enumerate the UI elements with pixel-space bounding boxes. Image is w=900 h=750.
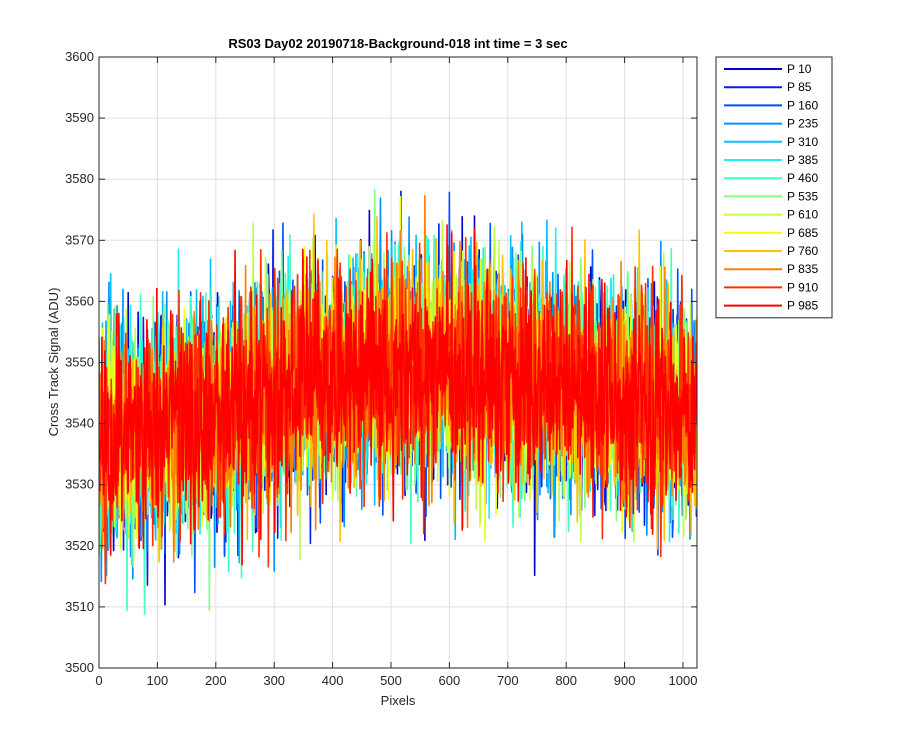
y-tick-label: 3560 bbox=[65, 293, 94, 308]
legend: P 10 P 85 P 160 P 235 P 310 P 385 P 460 P 535 P … bbox=[715, 56, 833, 319]
y-tick-label: 3520 bbox=[65, 538, 94, 553]
legend-label: P 985 bbox=[787, 299, 818, 313]
series-group bbox=[99, 188, 697, 616]
legend-label: P 85 bbox=[787, 80, 812, 94]
y-tick-label: 3510 bbox=[65, 599, 94, 614]
chart-title: RS03 Day02 20190718-Background-018 int t… bbox=[228, 36, 567, 51]
y-tick-label: 3540 bbox=[65, 416, 94, 431]
legend-label: P 760 bbox=[787, 244, 818, 258]
legend-label: P 610 bbox=[787, 208, 818, 222]
legend-label: P 685 bbox=[787, 226, 818, 240]
legend-label: P 460 bbox=[787, 171, 818, 185]
x-tick-label: 800 bbox=[555, 673, 577, 688]
legend-label: P 160 bbox=[787, 98, 818, 112]
y-tick-label: 3600 bbox=[65, 49, 94, 64]
legend-label: P 535 bbox=[787, 189, 818, 203]
x-tick-label: 700 bbox=[497, 673, 519, 688]
legend-label: P 910 bbox=[787, 280, 818, 294]
legend-box bbox=[715, 56, 833, 319]
y-tick-label: 3530 bbox=[65, 477, 94, 492]
legend-label: P 385 bbox=[787, 153, 818, 167]
legend-label: P 310 bbox=[787, 135, 818, 149]
y-tick-label: 3550 bbox=[65, 355, 94, 370]
y-tick-label: 3580 bbox=[65, 171, 94, 186]
x-tick-label: 300 bbox=[263, 673, 285, 688]
x-tick-label: 400 bbox=[322, 673, 344, 688]
y-axis-title: Cross Track Signal (ADU) bbox=[46, 288, 61, 437]
x-tick-label: 500 bbox=[380, 673, 402, 688]
y-tick-label: 3570 bbox=[65, 232, 94, 247]
y-tick-label: 3590 bbox=[65, 110, 94, 125]
x-tick-label: 100 bbox=[147, 673, 169, 688]
y-tick-label: 3500 bbox=[65, 660, 94, 675]
series-line-p-985 bbox=[99, 224, 697, 566]
x-tick-label: 1000 bbox=[669, 673, 698, 688]
x-tick-label: 600 bbox=[439, 673, 461, 688]
plot-area: 0 100 200 300 400 500 600 700 800 900 1000 3500 3510… bbox=[65, 49, 698, 688]
x-axis-title: Pixels bbox=[381, 693, 416, 708]
x-tick-label: 200 bbox=[205, 673, 227, 688]
x-tick-label: 900 bbox=[614, 673, 636, 688]
legend-label: P 835 bbox=[787, 262, 818, 276]
legend-label: P 235 bbox=[787, 117, 818, 131]
legend-label: P 10 bbox=[787, 62, 812, 76]
x-tick-label: 0 bbox=[95, 673, 102, 688]
